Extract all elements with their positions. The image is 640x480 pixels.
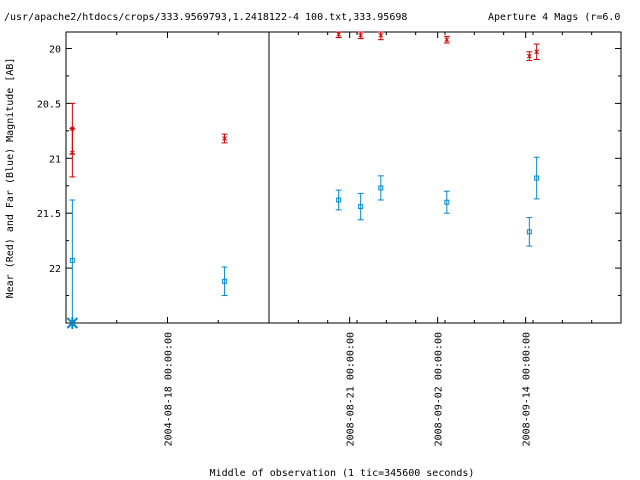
point-marker xyxy=(358,32,364,38)
x-tick-label: 2004-08-18 00:00:00 xyxy=(164,332,175,446)
far-point xyxy=(69,199,76,322)
plot-border xyxy=(65,31,622,324)
x-axis-ticks: 2004-08-18 00:00:00 2008-08-21 00:00:00 20… xyxy=(116,32,593,446)
chart-title: /usr/apache2/htdocs/crops/333.9569793,1.… xyxy=(4,12,407,23)
point-marker xyxy=(358,204,364,210)
point-marker xyxy=(526,229,532,235)
near-point xyxy=(526,51,533,62)
x-tick-label: 2008-08-21 00:00:00 xyxy=(346,332,357,446)
far-point xyxy=(335,189,342,211)
near-point xyxy=(443,35,450,44)
near-point xyxy=(221,133,228,144)
near-point xyxy=(335,31,342,38)
far-point xyxy=(357,192,364,221)
far-point xyxy=(533,156,540,200)
point-marker xyxy=(534,175,540,181)
point-marker xyxy=(444,37,450,43)
x-axis-label: Middle of observation (1 tic=345600 seco… xyxy=(210,468,475,479)
y-tick-label: 20.5 xyxy=(37,99,61,110)
near-point xyxy=(377,31,384,41)
near-point xyxy=(533,43,540,60)
y-tick-label: 22 xyxy=(49,264,61,275)
point-marker xyxy=(222,278,228,284)
far-point xyxy=(526,217,533,247)
far-point xyxy=(221,266,228,297)
point-marker xyxy=(378,32,384,38)
far-point xyxy=(443,190,450,214)
y-tick-label: 21.5 xyxy=(37,209,61,220)
x-tick-label: 2008-09-02 00:00:00 xyxy=(434,332,445,446)
y-axis-label: Near (Red) and Far (Blue) Magnitude [AB] xyxy=(5,58,16,299)
point-marker xyxy=(526,53,532,59)
point-marker xyxy=(336,197,342,203)
data-points xyxy=(66,31,540,329)
point-marker xyxy=(69,126,75,131)
point-marker xyxy=(444,199,450,205)
y-tick-label: 21 xyxy=(49,154,61,165)
y-tick-label: 20 xyxy=(49,44,61,55)
y-axis-ticks: 20 20.5 21 21.5 22 xyxy=(37,44,621,297)
point-marker xyxy=(336,31,342,37)
limit-marker xyxy=(66,317,79,329)
x-tick-label: 2008-09-14 00:00:00 xyxy=(522,332,533,446)
plot-frame xyxy=(65,31,622,324)
point-marker xyxy=(378,185,384,191)
point-marker xyxy=(69,257,75,263)
far-point xyxy=(377,175,384,201)
chart-aperture-label: Aperture 4 Mags (r=6.0 xyxy=(488,12,620,23)
near-point xyxy=(69,102,76,155)
point-marker xyxy=(222,136,227,141)
near-point xyxy=(357,31,364,40)
point-marker xyxy=(534,49,540,55)
